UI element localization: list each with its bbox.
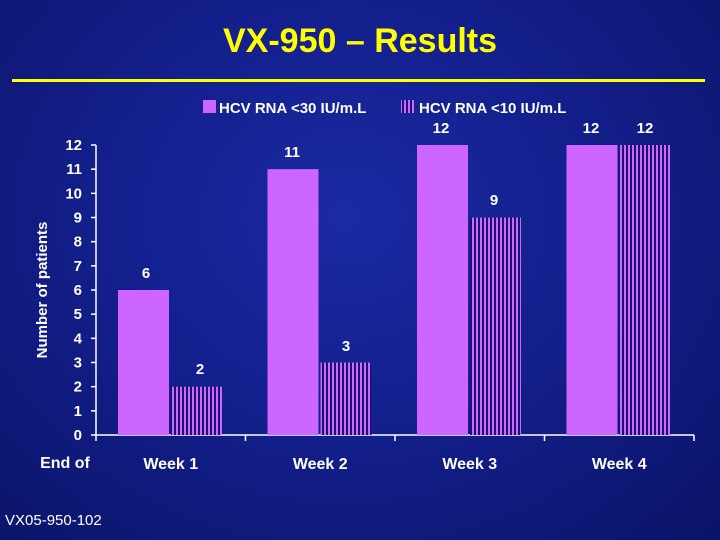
- x-category-label: Week 4: [592, 456, 647, 473]
- bar: [267, 169, 319, 435]
- y-tick-label: 12: [65, 137, 82, 154]
- y-tick-label: 4: [74, 330, 83, 347]
- data-label: 12: [637, 120, 654, 137]
- y-tick-label: 10: [65, 185, 82, 202]
- data-label: 6: [142, 265, 150, 282]
- y-tick-label: 1: [74, 403, 82, 420]
- data-label: 12: [433, 120, 450, 137]
- bar: [417, 145, 468, 435]
- data-label: 3: [342, 338, 350, 355]
- y-tick-label: 7: [74, 258, 82, 275]
- data-labels: 6 2 11 3 12 9 12 12: [142, 120, 654, 378]
- legend-label: HCV RNA <10 IU/m.L: [419, 100, 566, 117]
- legend-label: HCV RNA <30 IU/m.L: [219, 100, 366, 117]
- legend-swatch: [203, 100, 216, 113]
- bars: [118, 145, 671, 435]
- data-label: 2: [196, 361, 204, 378]
- legend: HCV RNA <30 IU/m.L HCV RNA <10 IU/m.L: [203, 100, 566, 117]
- bar: [470, 217, 521, 435]
- data-label: 12: [583, 120, 600, 137]
- y-axis-title: Number of patients: [34, 222, 51, 359]
- x-category-label: Week 2: [293, 456, 348, 473]
- bar: [118, 290, 169, 435]
- bar: [566, 145, 618, 435]
- y-tick-label: 2: [74, 379, 82, 396]
- y-tick-label: 6: [74, 282, 82, 299]
- bar: [619, 145, 671, 435]
- y-tick-label: 11: [66, 161, 82, 178]
- data-label: 11: [284, 144, 300, 161]
- y-tick-label: 0: [74, 427, 82, 444]
- slide-title: VX-950 – Results: [222, 22, 498, 60]
- y-tick-label: 3: [74, 355, 82, 372]
- slide-footer-code: VX05-950-102: [5, 512, 102, 529]
- title-underline: [12, 79, 705, 82]
- bar: [171, 386, 222, 435]
- bar: [320, 362, 372, 435]
- y-tick-label: 5: [74, 306, 82, 323]
- x-category-label: Week 3: [442, 456, 497, 473]
- data-label: 9: [490, 192, 498, 209]
- y-tick-label: 9: [74, 210, 82, 227]
- legend-swatch: [401, 100, 414, 113]
- x-category-label: Week 1: [143, 456, 198, 473]
- x-axis-title: End of: [40, 455, 90, 472]
- y-tick-label: 8: [74, 234, 82, 251]
